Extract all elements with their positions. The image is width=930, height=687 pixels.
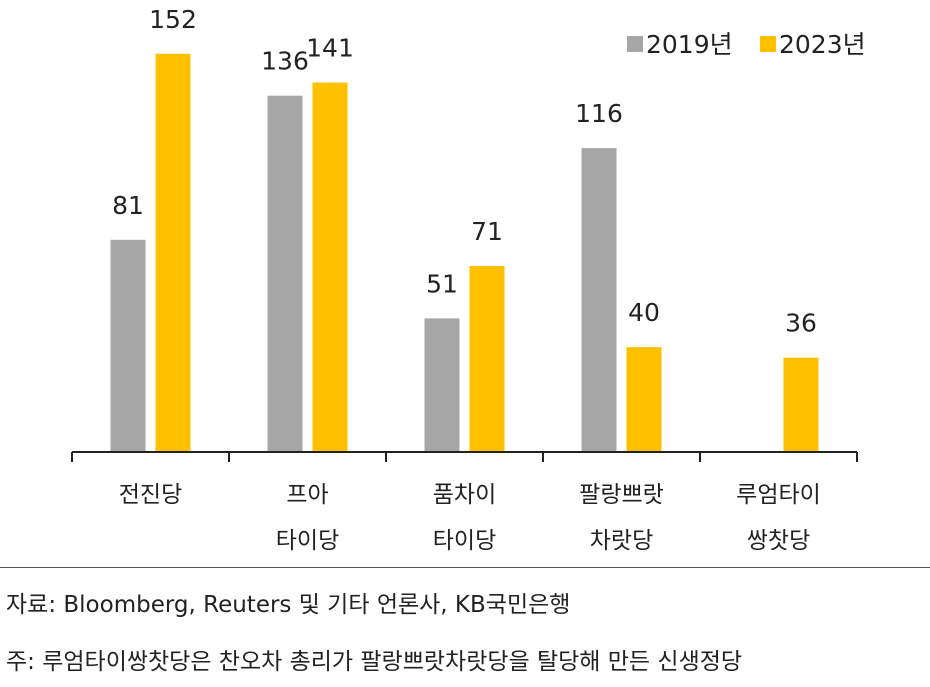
category-label: 쌍찻당 — [747, 528, 810, 554]
x-axis — [71, 451, 858, 462]
value-label: 36 — [785, 309, 817, 338]
bars — [110, 53, 819, 453]
value-label: 81 — [112, 191, 144, 220]
bar-2019-2 — [424, 318, 460, 452]
bar-2023-4 — [783, 357, 819, 452]
footnote: 주: 루엄타이쌍찻당은 찬오차 총리가 팔랑쁘랏차랏당을 탈당해 만든 신생정당 — [6, 649, 743, 675]
value-label: 51 — [426, 269, 458, 298]
legend-label: 2023년 — [779, 30, 866, 59]
category-label: 타이당 — [433, 528, 496, 554]
value-label: 40 — [628, 298, 660, 327]
legend-swatch — [760, 36, 776, 52]
category-label: 팔랑쁘랏 — [579, 482, 664, 508]
category-label: 전진당 — [119, 482, 182, 508]
legend: 2019년 2023년 — [627, 30, 866, 59]
bar-2019-1 — [267, 95, 303, 453]
value-label: 71 — [471, 217, 503, 246]
bar-2023-3 — [626, 347, 662, 452]
category-label: 품차이 — [433, 482, 496, 508]
legend-label: 2019년 — [646, 30, 733, 59]
source-note: 자료: Bloomberg, Reuters 및 기타 언론사, KB국민은행 — [6, 592, 571, 618]
value-label: 152 — [149, 5, 197, 34]
bar-2023-1 — [312, 82, 348, 452]
category-label: 프아 — [286, 482, 328, 508]
category-label: 차랏당 — [590, 528, 653, 554]
legend-swatch — [627, 36, 643, 52]
category-label: 루엄타이 — [736, 482, 821, 508]
bar-2019-0 — [110, 239, 146, 452]
value-label: 141 — [306, 34, 354, 63]
value-label: 136 — [261, 47, 309, 76]
bar-2023-2 — [469, 265, 505, 452]
bar-2019-3 — [581, 148, 617, 452]
bar-2023-0 — [155, 53, 191, 452]
category-label: 타이당 — [276, 528, 339, 554]
value-label: 116 — [575, 99, 623, 128]
divider-line — [0, 567, 930, 568]
